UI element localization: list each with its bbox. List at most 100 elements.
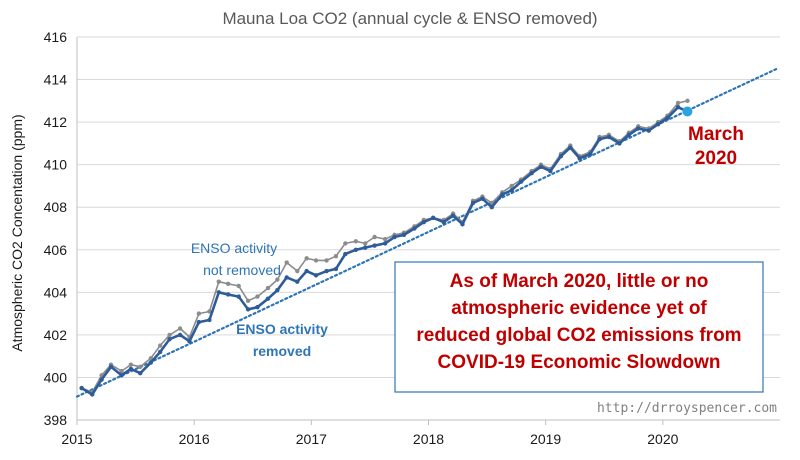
data-point-removed bbox=[187, 339, 192, 344]
data-point-removed bbox=[558, 153, 564, 159]
data-point-not-removed bbox=[313, 258, 319, 263]
data-point-removed bbox=[577, 156, 582, 161]
data-point-removed bbox=[412, 226, 417, 231]
data-point-removed bbox=[343, 251, 348, 257]
data-point-removed bbox=[284, 275, 289, 280]
data-point-removed bbox=[196, 319, 202, 325]
gridlines bbox=[77, 36, 780, 421]
data-point-removed bbox=[324, 268, 329, 274]
data-point-removed bbox=[138, 370, 143, 376]
data-point-not-removed bbox=[236, 283, 241, 289]
data-point-removed bbox=[626, 132, 632, 138]
data-point-not-removed bbox=[138, 364, 143, 370]
data-point-removed bbox=[265, 296, 271, 301]
data-point-removed bbox=[529, 170, 534, 176]
y-tick-labels: 398 400 402 404 406 408 410 412 414 416 bbox=[44, 29, 68, 428]
data-point-removed bbox=[245, 307, 251, 312]
data-point-removed bbox=[489, 205, 494, 210]
y-axis-label: Atmospheric CO2 Concentation (ppm) bbox=[9, 114, 25, 351]
series-layer bbox=[75, 67, 778, 398]
data-point-removed bbox=[353, 247, 359, 252]
data-point-not-removed bbox=[675, 100, 681, 106]
data-point-removed bbox=[225, 292, 231, 297]
y-tick-label: 404 bbox=[44, 284, 68, 300]
march-label-1: March bbox=[688, 124, 744, 145]
y-tick-label: 402 bbox=[44, 327, 68, 343]
data-point-removed bbox=[548, 168, 553, 174]
data-point-removed bbox=[655, 122, 661, 127]
data-point-not-removed bbox=[157, 343, 163, 348]
x-tick-labels: 2015 2016 2017 2018 2019 2020 bbox=[61, 431, 678, 447]
data-point-removed bbox=[646, 128, 651, 133]
data-point-removed bbox=[295, 279, 300, 284]
blue-line-label-1: ENSO activity bbox=[236, 321, 328, 337]
data-point-removed bbox=[313, 273, 319, 278]
data-point-removed bbox=[382, 241, 388, 246]
data-point-removed bbox=[333, 266, 339, 272]
x-tick-label: 2015 bbox=[61, 431, 92, 447]
data-point-removed bbox=[167, 336, 172, 342]
data-point-not-removed bbox=[196, 311, 202, 316]
data-point-removed bbox=[216, 290, 221, 295]
data-point-removed bbox=[99, 377, 104, 382]
gray-line-label-1: ENSO activity bbox=[191, 240, 277, 256]
data-point-removed bbox=[255, 305, 260, 310]
y-tick-label: 414 bbox=[44, 72, 68, 88]
data-point-not-removed bbox=[265, 285, 271, 291]
data-point-removed bbox=[128, 366, 134, 372]
data-point-not-removed bbox=[284, 260, 289, 265]
data-point-not-removed bbox=[255, 294, 260, 299]
y-tick-label: 410 bbox=[44, 157, 68, 173]
data-point-not-removed bbox=[177, 326, 183, 331]
note-line-4: COVID-19 Economic Slowdown bbox=[438, 352, 721, 373]
data-point-not-removed bbox=[363, 241, 368, 246]
data-point-removed bbox=[108, 364, 114, 370]
data-point-removed bbox=[518, 179, 524, 184]
data-point-not-removed bbox=[324, 258, 329, 263]
data-point-not-removed bbox=[245, 298, 251, 304]
data-point-not-removed bbox=[225, 281, 231, 287]
y-tick-label: 412 bbox=[44, 114, 68, 130]
data-point-removed bbox=[470, 200, 476, 206]
data-point-removed bbox=[363, 245, 368, 250]
data-point-not-removed bbox=[343, 241, 348, 246]
source-url: http://drroyspencer.com bbox=[597, 401, 777, 416]
data-point-not-removed bbox=[382, 236, 388, 242]
data-point-not-removed bbox=[509, 183, 514, 189]
data-point-not-removed bbox=[333, 253, 339, 259]
data-point-not-removed bbox=[295, 268, 300, 274]
data-point-not-removed bbox=[275, 277, 280, 282]
trend-line bbox=[75, 67, 778, 398]
blue-line-label-2: removed bbox=[253, 343, 311, 359]
data-point-not-removed bbox=[372, 234, 377, 240]
data-point-removed bbox=[157, 349, 163, 355]
data-point-removed bbox=[401, 232, 407, 238]
x-tick-label: 2017 bbox=[296, 431, 327, 447]
data-point-removed bbox=[675, 105, 681, 110]
note-line-3: reduced global CO2 emissions from bbox=[416, 325, 741, 346]
y-tick-label: 408 bbox=[44, 199, 68, 215]
data-point-not-removed bbox=[207, 309, 212, 314]
data-point-removed bbox=[372, 243, 377, 248]
data-point-removed bbox=[500, 192, 505, 197]
y-tick-label: 400 bbox=[44, 369, 68, 385]
data-point-not-removed bbox=[128, 362, 134, 367]
y-tick-label: 406 bbox=[44, 242, 68, 258]
data-point-not-removed bbox=[119, 368, 124, 374]
data-point-removed bbox=[509, 188, 514, 193]
data-point-removed bbox=[617, 141, 622, 146]
x-tick-label: 2020 bbox=[647, 431, 678, 447]
data-point-removed bbox=[207, 317, 212, 323]
data-point-not-removed bbox=[353, 239, 359, 244]
data-point-removed bbox=[480, 196, 485, 201]
data-point-removed bbox=[236, 294, 241, 299]
data-point-not-removed bbox=[167, 332, 172, 338]
note-line-1: As of March 2020, little or no bbox=[450, 271, 709, 292]
data-point-removed bbox=[441, 219, 446, 225]
note-line-2: atmospheric evidence yet of bbox=[451, 298, 707, 319]
y-tick-label: 398 bbox=[44, 412, 68, 428]
data-point-removed bbox=[665, 115, 670, 121]
data-point-not-removed bbox=[216, 279, 221, 284]
note-box bbox=[394, 261, 764, 393]
data-point-removed bbox=[421, 219, 427, 225]
